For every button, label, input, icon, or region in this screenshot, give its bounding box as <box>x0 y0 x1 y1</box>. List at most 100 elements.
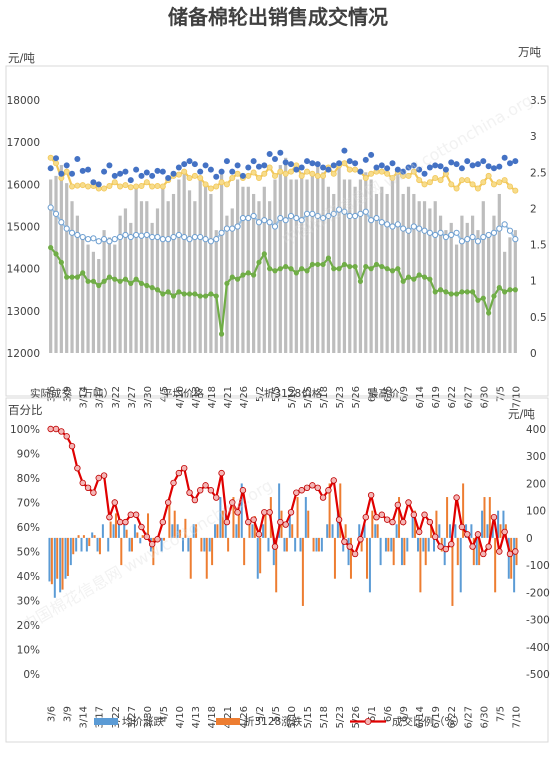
x-tick-label: 6/14 <box>415 706 426 728</box>
right-tick-label: 1 <box>530 276 537 288</box>
series-point-4 <box>437 287 444 293</box>
avg-change-bar <box>91 532 94 538</box>
series-point-1 <box>341 147 348 154</box>
volume-bar <box>406 186 411 353</box>
price3128-change-bar <box>275 537 278 593</box>
series-point-3 <box>165 236 172 243</box>
x-tick-label: 5/15 <box>303 386 314 408</box>
series-point-4 <box>336 266 342 272</box>
series-point-4 <box>309 261 315 268</box>
series-point-4 <box>192 291 198 297</box>
series-point-2 <box>149 183 156 190</box>
price3128-change-bar <box>478 537 481 566</box>
series-point-4 <box>347 263 353 270</box>
series-point-4 <box>491 293 497 299</box>
avg-change-bar <box>427 537 430 552</box>
ratio-point <box>394 501 402 509</box>
ratio-point <box>63 433 70 440</box>
series-point-1 <box>405 164 412 171</box>
series-point-3 <box>79 233 86 241</box>
volume-bar <box>236 179 240 353</box>
ratio-point <box>95 474 102 482</box>
series-point-1 <box>293 166 300 173</box>
series-point-3 <box>191 233 198 241</box>
series-point-3 <box>426 229 433 236</box>
series-point-4 <box>138 280 145 287</box>
series-point-4 <box>486 310 492 316</box>
ratio-point <box>213 494 220 501</box>
price3128-change-bar <box>243 537 246 566</box>
series-point-4 <box>432 289 438 295</box>
avg-change-bar <box>422 537 425 552</box>
ratio-point <box>432 533 439 540</box>
series-point-3 <box>186 236 193 243</box>
avg-change-bar <box>262 524 265 538</box>
ratio-point <box>448 540 455 548</box>
volume-bar <box>75 215 79 353</box>
price3128-change-bar <box>333 537 336 579</box>
series-point-4 <box>368 266 374 272</box>
volume-bar <box>503 251 507 353</box>
series-point-2 <box>485 172 492 179</box>
series-point-2 <box>266 164 273 171</box>
series-point-2 <box>320 172 327 179</box>
avg-change-bar <box>240 483 243 538</box>
series-point-2 <box>421 181 428 188</box>
series-point-2 <box>111 179 118 186</box>
avg-change-bar <box>59 537 62 593</box>
series-point-3 <box>58 219 65 226</box>
volume-bar <box>257 201 261 353</box>
ratio-point <box>245 518 252 526</box>
series-point-1 <box>410 162 417 169</box>
series-point-4 <box>197 293 203 299</box>
series-point-4 <box>224 280 230 287</box>
volume-bar <box>364 172 368 353</box>
ratio-point <box>458 523 466 531</box>
price3128-change-bar <box>419 537 422 593</box>
avg-change-bar <box>368 537 371 593</box>
series-point-3 <box>325 212 332 220</box>
x-tick-label: 4/18 <box>207 386 218 408</box>
avg-change-bar <box>507 537 510 579</box>
price3128-change-bar <box>232 497 235 538</box>
volume-bar <box>492 215 496 353</box>
volume-bar <box>316 165 320 353</box>
series-point-4 <box>448 291 454 297</box>
avg-change-bar <box>336 510 339 538</box>
top-legend-label: 最高价 <box>368 387 400 400</box>
price3128-change-bar <box>211 537 214 566</box>
top-legend-label: 平均价格 <box>162 387 204 400</box>
x-tick-label: 6/19 <box>431 386 442 408</box>
series-point-3 <box>218 229 225 236</box>
ratio-point <box>106 514 113 521</box>
series-point-2 <box>378 168 385 175</box>
series-point-3 <box>213 236 220 243</box>
price3128-change-bar <box>93 535 96 538</box>
series-point-4 <box>304 268 310 274</box>
left-tick-label: 15000 <box>7 222 40 234</box>
x-tick-label: 4/13 <box>191 386 202 408</box>
price3128-change-bar <box>296 497 299 538</box>
series-point-3 <box>496 225 503 232</box>
series-point-1 <box>453 161 460 168</box>
volume-bar <box>241 186 245 353</box>
avg-change-bar <box>449 524 452 538</box>
series-point-3 <box>341 208 348 215</box>
series-point-2 <box>501 177 508 184</box>
left-tick-label: 16000 <box>7 179 40 191</box>
right-tick-label: 2.5 <box>530 167 547 179</box>
plot-frame <box>5 397 549 743</box>
series-point-2 <box>512 187 519 194</box>
volume-bar <box>497 193 501 353</box>
x-tick-label: 5/5 <box>271 386 282 402</box>
series-point-1 <box>346 158 353 165</box>
series-point-3 <box>490 229 498 236</box>
series-point-3 <box>405 227 412 234</box>
series-point-2 <box>138 183 145 190</box>
legend-swatch-3128 <box>216 718 240 725</box>
series-point-4 <box>186 291 193 297</box>
series-point-4 <box>165 289 171 295</box>
right-tick-label: 400 <box>526 424 546 436</box>
volume-bar <box>380 186 384 353</box>
series-point-2 <box>288 168 295 175</box>
